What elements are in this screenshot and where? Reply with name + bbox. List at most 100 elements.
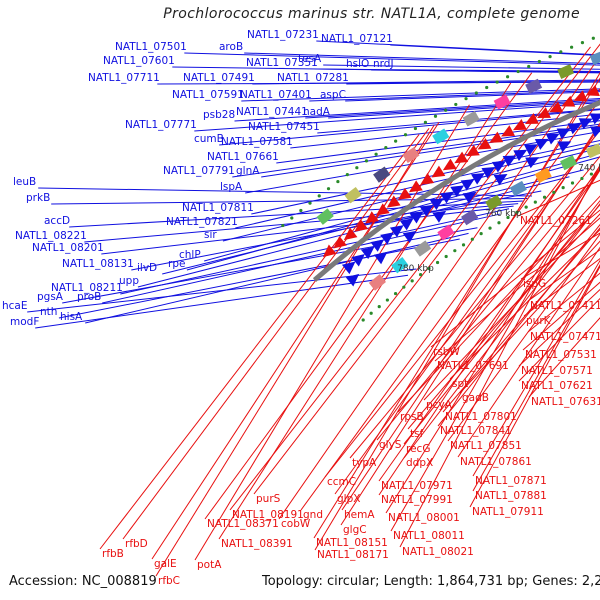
gene-label[interactable]: nadA: [303, 106, 331, 118]
gene-label[interactable]: NATL1_07601: [103, 55, 175, 67]
gene-label[interactable]: rfbC: [158, 575, 180, 587]
gene-label[interactable]: NATL1_08131: [62, 258, 134, 270]
gene-label[interactable]: NATL1_07841: [440, 425, 512, 437]
gene-label[interactable]: NATL1_07821: [166, 216, 238, 228]
gene-label[interactable]: rfbB: [102, 548, 124, 560]
gene-label[interactable]: cumB: [194, 133, 224, 145]
gene-label[interactable]: NATL1_07631: [531, 396, 600, 408]
gene-label[interactable]: typA: [352, 457, 377, 469]
gene-label[interactable]: NATL1_08391: [221, 538, 293, 550]
gene-label[interactable]: hslO: [346, 58, 369, 70]
gene-label[interactable]: NATL1_07281: [277, 72, 349, 84]
gene-label[interactable]: rsbW: [433, 346, 460, 358]
gene-label[interactable]: NATL1_07871: [475, 475, 547, 487]
gene-label[interactable]: NATL1_07491: [183, 72, 255, 84]
gene-label[interactable]: pcyA: [426, 399, 453, 411]
gene-label[interactable]: NATL1_07771: [125, 119, 197, 131]
gene-label[interactable]: NATL1_07441: [236, 106, 308, 118]
gene-label[interactable]: NATL1_07471: [530, 331, 600, 343]
gene-label[interactable]: NATL1_07261: [520, 215, 592, 227]
gene-label[interactable]: NATL1_07691: [437, 360, 509, 372]
gene-label[interactable]: aspC: [320, 89, 346, 101]
gene-label[interactable]: NATL1_07591: [172, 89, 244, 101]
gene-label[interactable]: NATL1_08371: [207, 518, 279, 530]
gene-label[interactable]: NATL1_07571: [521, 365, 593, 377]
gene-label[interactable]: NATL1_07911: [472, 506, 544, 518]
gene-label[interactable]: NATL1_08191: [232, 509, 304, 521]
gene-label[interactable]: prkB: [26, 192, 50, 204]
gc-tick-mark: [591, 36, 595, 40]
map-title: Prochlorococcus marinus str. NATL1A, com…: [163, 6, 580, 22]
gene-label[interactable]: NATL1_07811: [182, 202, 254, 214]
gene-label[interactable]: NATL1_07791: [163, 165, 235, 177]
gene-label[interactable]: NATL1_08171: [317, 549, 389, 561]
gene-label[interactable]: lspA: [220, 181, 243, 193]
gene-label[interactable]: NATL1_07971: [381, 480, 453, 492]
gene-label[interactable]: NATL1_07881: [475, 490, 547, 502]
gene-label[interactable]: NATL1_08221: [15, 230, 87, 242]
gene-label[interactable]: ccmC: [327, 476, 356, 488]
gene-label[interactable]: NATL1_07851: [450, 440, 522, 452]
gene-label[interactable]: rfbD: [125, 538, 148, 550]
gene-label[interactable]: ilvD: [137, 262, 157, 274]
gene-label[interactable]: chlP: [179, 249, 201, 261]
gene-label[interactable]: nth: [40, 306, 57, 318]
gene-label[interactable]: aroB: [219, 41, 243, 53]
gene-label[interactable]: purS: [256, 493, 281, 505]
gene-label[interactable]: proB: [77, 291, 101, 303]
gc-tick-mark: [394, 139, 398, 143]
gene-label[interactable]: NATL1_07451: [248, 121, 320, 133]
gene-label[interactable]: galE: [154, 558, 177, 570]
gene-label[interactable]: hemA: [344, 509, 375, 521]
gene-label[interactable]: NATL1_07531: [525, 349, 597, 361]
gene-label[interactable]: hcaE: [2, 300, 28, 312]
gene-label[interactable]: NATL1_08201: [32, 242, 104, 254]
gene-label[interactable]: modF: [10, 316, 39, 328]
gene-label[interactable]: NATL1_07501: [115, 41, 187, 53]
gene-label[interactable]: NATL1_07661: [207, 151, 279, 163]
gene-label[interactable]: NATL1_07861: [460, 456, 532, 468]
gene-label[interactable]: NATL1_07621: [521, 380, 593, 392]
gene-label[interactable]: potA: [197, 559, 222, 571]
gene-label[interactable]: rpsB: [400, 411, 424, 423]
gene-label[interactable]: glpX: [337, 493, 360, 505]
gene-label[interactable]: nrdJ: [373, 58, 394, 70]
gene-label[interactable]: ddpX: [406, 457, 433, 469]
gene-label[interactable]: pgsA: [37, 291, 64, 303]
gene-label[interactable]: sir: [204, 229, 217, 241]
gene-label[interactable]: ispG: [523, 278, 546, 290]
gene-label[interactable]: tesA: [298, 53, 322, 65]
gene-label[interactable]: NATL1_08021: [402, 546, 474, 558]
gene-label[interactable]: gadB: [462, 392, 489, 404]
gene-label[interactable]: tsf: [410, 428, 424, 440]
gene-label[interactable]: gnd: [303, 509, 323, 521]
gene-label[interactable]: NATL1_07991: [381, 494, 453, 506]
gene-label[interactable]: NATL1_07711: [88, 72, 160, 84]
gene-label[interactable]: glnA: [236, 165, 260, 177]
gene-label[interactable]: NATL1_08001: [388, 512, 460, 524]
gene-label[interactable]: NATL1_07801: [445, 411, 517, 423]
gene-label[interactable]: NATL1_07411: [530, 300, 600, 312]
gene-label[interactable]: glyS: [379, 439, 402, 451]
gene-label[interactable]: NATL1_07581: [221, 136, 293, 148]
gene-label[interactable]: spt: [452, 378, 468, 390]
gene-label[interactable]: rpe: [168, 258, 185, 270]
gene-label[interactable]: NATL1_07121: [321, 33, 393, 45]
gene-label[interactable]: recG: [406, 443, 430, 455]
gene-label[interactable]: NATL1_08151: [316, 537, 388, 549]
scale-tick-label: 740 kbp: [578, 164, 600, 174]
gc-tick-mark: [418, 273, 423, 277]
gene-label[interactable]: NATL1_07351: [246, 57, 318, 69]
gene-label[interactable]: cobW: [281, 518, 311, 530]
gene-label[interactable]: psb28: [203, 109, 235, 121]
gene-label[interactable]: NATL1_07401: [240, 89, 312, 101]
gene-label[interactable]: upp: [119, 275, 139, 287]
gene-label[interactable]: leuB: [13, 176, 36, 188]
gene-label[interactable]: NATL1_08211: [51, 282, 123, 294]
gene-label[interactable]: purK: [526, 315, 552, 327]
gene-label[interactable]: hisA: [60, 311, 83, 323]
gene-label[interactable]: glgC: [343, 524, 367, 536]
gene-label[interactable]: NATL1_07231: [247, 29, 319, 41]
gene-label[interactable]: NATL1_08011: [393, 530, 465, 542]
gene-label[interactable]: accD: [44, 215, 70, 227]
